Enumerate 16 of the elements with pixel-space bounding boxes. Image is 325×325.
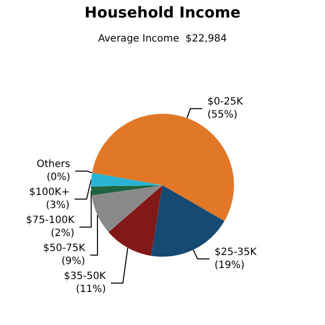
slice-label: $25-35K: [214, 246, 257, 258]
data-label: (3%): [46, 200, 70, 212]
chart-subtitle: Average Income $22,984: [98, 34, 227, 44]
data-label: (55%): [207, 110, 238, 121]
category-label: Others: [36, 159, 70, 170]
slice-label: $0-25K: [207, 96, 244, 108]
data-label: (9%): [61, 256, 86, 268]
text: (0%): [46, 172, 70, 184]
chart-title: Household Income: [84, 4, 240, 22]
data-label: (2%): [50, 228, 74, 240]
slice-label: $35-50K: [64, 271, 106, 282]
data-label: (11%): [76, 284, 106, 296]
slice-label: $100K+: [29, 187, 70, 198]
slice-label: $50-75K: [43, 243, 86, 254]
data-label: (19%): [214, 260, 245, 271]
slice-label: $75-100K: [26, 215, 75, 226]
